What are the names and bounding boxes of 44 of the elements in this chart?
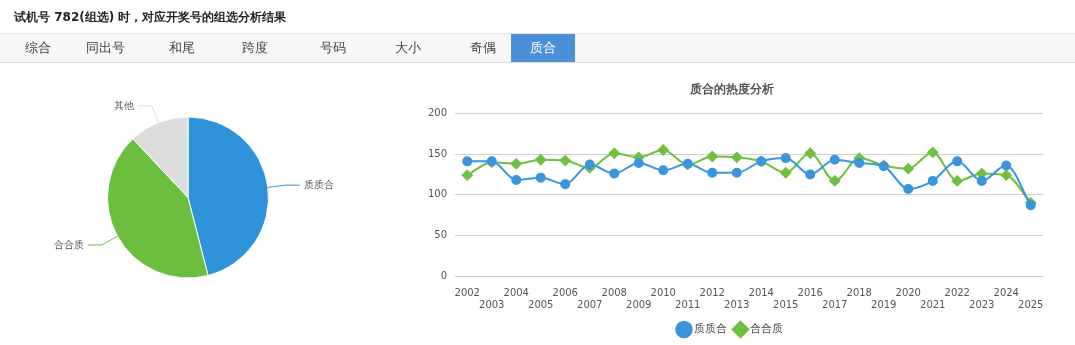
y-tick-label: 100 (427, 188, 447, 200)
y-tick-label: 50 (434, 228, 447, 240)
x-tick-label: 2006 (552, 286, 578, 298)
y-tick-label: 200 (427, 106, 447, 118)
x-tick-label: 2007 (577, 298, 603, 310)
text: 同出号 (84, 39, 126, 57)
x-tick-label: 2013 (724, 298, 750, 310)
x-tick-label: 2021 (920, 298, 946, 310)
text: 大小 (394, 39, 422, 57)
slice-label: 合合质 (53, 238, 84, 250)
x-tick-label: 2017 (822, 298, 848, 310)
x-tick-label: 2022 (944, 286, 970, 298)
x-tick-label: 2025 (1018, 298, 1044, 310)
x-tick-label: 2012 (699, 286, 725, 298)
slice-label: 其他 (113, 99, 134, 111)
x-tick-label: 2008 (601, 286, 627, 298)
x-tick-label: 2018 (846, 286, 872, 298)
x-tick-label: 2019 (871, 298, 897, 310)
x-tick-label: 2016 (797, 286, 823, 298)
x-tick-label: 2010 (650, 286, 676, 298)
x-tick-label: 2023 (969, 298, 995, 310)
text: 试机号 782(组选) 时，对应开奖号的组选分析结果 (14, 9, 287, 26)
text: 质合 (511, 34, 575, 62)
text: 跨度 (241, 39, 269, 57)
text: 综合 (24, 39, 52, 57)
x-tick-label: 2004 (503, 286, 529, 298)
chart-title: 质合的热度分析 (688, 82, 774, 97)
text: 号码 (319, 39, 347, 57)
x-tick-label: 2014 (748, 286, 774, 298)
x-tick-label: 2024 (993, 286, 1019, 298)
y-tick-label: 0 (440, 269, 447, 281)
x-tick-label: 2011 (675, 298, 701, 310)
x-tick-label: 2002 (454, 286, 480, 298)
x-tick-label: 2003 (479, 298, 505, 310)
x-tick-label: 2020 (895, 286, 921, 298)
legend-label: 质质合 (693, 322, 727, 336)
text: 和尾 (168, 39, 196, 57)
y-tick-label: 150 (427, 147, 447, 159)
legend-label: 合合质 (750, 322, 783, 336)
x-tick-label: 2009 (626, 298, 652, 310)
x-tick-label: 2015 (773, 298, 799, 310)
x-tick-label: 2005 (528, 298, 554, 310)
text: 奇偶 (469, 39, 497, 57)
slice-label: 质质合 (303, 178, 334, 190)
